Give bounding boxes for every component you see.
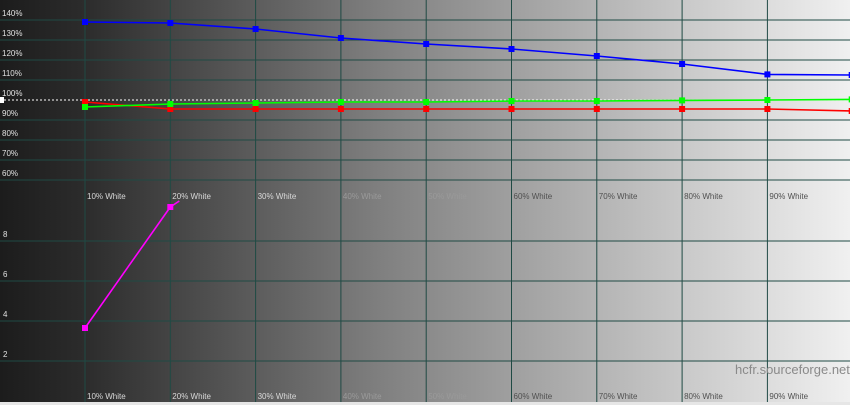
y-tick-label: 80% [2, 129, 18, 138]
reference-marker [0, 97, 4, 103]
x-tick-label: 40% White [343, 392, 382, 401]
magenta-series-line [84, 206, 171, 329]
y-tick-label: 120% [2, 49, 22, 58]
magenta-series-line-extension [169, 200, 180, 208]
y-tick-label: 90% [2, 109, 18, 118]
red-series-point [82, 99, 88, 105]
blue-series-point [764, 71, 771, 78]
x-tick-label: 70% White [599, 192, 638, 201]
green-series-point [167, 101, 174, 107]
x-tick-label: 50% White [428, 392, 467, 401]
blue-series-point [82, 19, 88, 25]
y-tick-label: 130% [2, 29, 22, 38]
green-series-line [84, 98, 850, 108]
red-series-point [337, 106, 344, 112]
red-series-point [167, 106, 174, 112]
red-series-point [848, 108, 850, 114]
red-series-point [423, 106, 430, 112]
blue-series-line [84, 21, 850, 76]
red-series-line [84, 101, 850, 112]
x-tick-label: 80% White [684, 192, 723, 201]
y-tick-label: 6 [3, 270, 8, 279]
blue-series-point [848, 72, 850, 78]
green-series-point [764, 97, 771, 103]
y-tick-label: 2 [3, 350, 8, 359]
x-tick-label: 40% White [343, 192, 382, 201]
y-tick-label: 4 [3, 310, 8, 319]
green-series-point [848, 96, 850, 103]
magenta-series-point [82, 325, 88, 331]
blue-series-point [508, 46, 515, 52]
y-tick-label: 60% [2, 169, 18, 178]
x-tick-label: 60% White [514, 192, 553, 201]
y-tick-label: 100% [2, 89, 22, 98]
green-series-point [252, 100, 259, 106]
x-tick-label: 20% White [172, 392, 211, 401]
x-tick-label: 90% White [769, 392, 808, 401]
blue-series-point [167, 20, 174, 26]
y-tick-label: 70% [2, 149, 18, 158]
green-series-point [593, 98, 600, 104]
x-tick-label: 50% White [428, 192, 467, 201]
x-tick-label: 30% White [258, 192, 297, 201]
green-series-point [82, 104, 88, 110]
x-tick-label: 90% White [769, 192, 808, 201]
x-tick-label: 20% White [172, 192, 211, 201]
green-series-point [508, 98, 515, 104]
red-series-point [679, 106, 686, 112]
x-tick-label: 80% White [684, 392, 723, 401]
blue-series-point [252, 26, 259, 32]
green-series-point [679, 97, 686, 104]
red-series-point [252, 106, 259, 112]
bottom-border [0, 402, 850, 405]
blue-series-point [593, 53, 600, 59]
x-tick-label: 10% White [87, 392, 126, 401]
x-tick-label: 30% White [258, 392, 297, 401]
y-tick-label: 8 [3, 230, 8, 239]
green-series-point [337, 99, 344, 105]
x-tick-label: 60% White [514, 392, 553, 401]
watermark: hcfr.sourceforge.net [735, 362, 850, 377]
y-tick-label: 140% [2, 9, 22, 18]
x-tick-label: 10% White [87, 192, 126, 201]
green-series-point [423, 99, 430, 105]
y-tick-label: 110% [2, 69, 22, 78]
red-series-point [593, 106, 600, 112]
red-series-point [508, 106, 515, 112]
blue-series-point [679, 61, 686, 67]
red-series-point [764, 106, 771, 112]
blue-series-point [423, 41, 430, 47]
x-tick-label: 70% White [599, 392, 638, 401]
blue-series-point [337, 35, 344, 41]
